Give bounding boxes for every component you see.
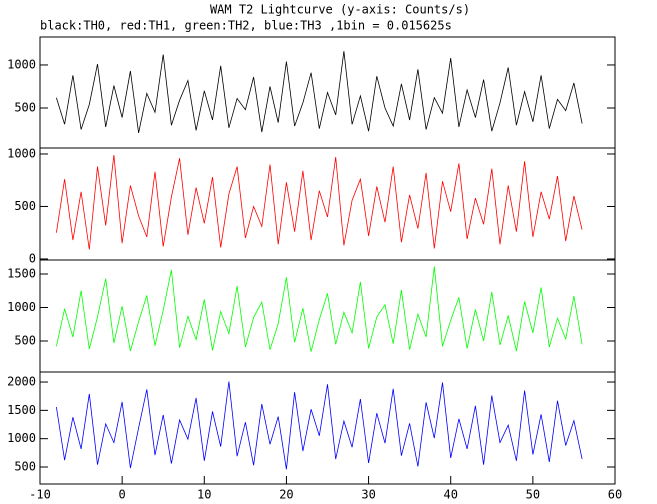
y-tick-label: 500 — [14, 460, 36, 474]
panel-frame — [39, 147, 616, 261]
y-tick-label: 500 — [14, 333, 36, 347]
x-tick-label: 30 — [361, 488, 375, 502]
y-tick-label: 2000 — [7, 375, 36, 389]
y-tick-label: 1500 — [7, 403, 36, 417]
x-tick-label: 60 — [608, 488, 622, 502]
y-tick-label: 500 — [14, 100, 36, 114]
y-tick-label: 0 — [29, 251, 36, 265]
y-tick-label: 1500 — [7, 267, 36, 281]
y-tick-label: 500 — [14, 199, 36, 213]
y-tick-label: 1000 — [7, 57, 36, 71]
lightcurve — [56, 51, 583, 133]
y-tick-label: 1000 — [7, 431, 36, 445]
x-tick-label: 10 — [197, 488, 211, 502]
x-tick-label: 0 — [119, 488, 126, 502]
x-tick-label: -10 — [29, 488, 51, 502]
lightcurve — [56, 154, 583, 250]
x-tick-label: 20 — [279, 488, 293, 502]
lightcurve — [56, 266, 583, 352]
lightcurve — [56, 381, 583, 470]
x-tick-label: 40 — [443, 488, 457, 502]
y-tick-label: 1000 — [7, 146, 36, 160]
chart-title: WAM T2 Lightcurve (y-axis: Counts/s) — [210, 3, 470, 17]
x-tick-label: 50 — [526, 488, 540, 502]
panel-frame — [39, 371, 616, 485]
y-tick-label: 1000 — [7, 300, 36, 314]
chart-subtitle: black:TH0, red:TH1, green:TH2, blue:TH3 … — [40, 19, 452, 33]
